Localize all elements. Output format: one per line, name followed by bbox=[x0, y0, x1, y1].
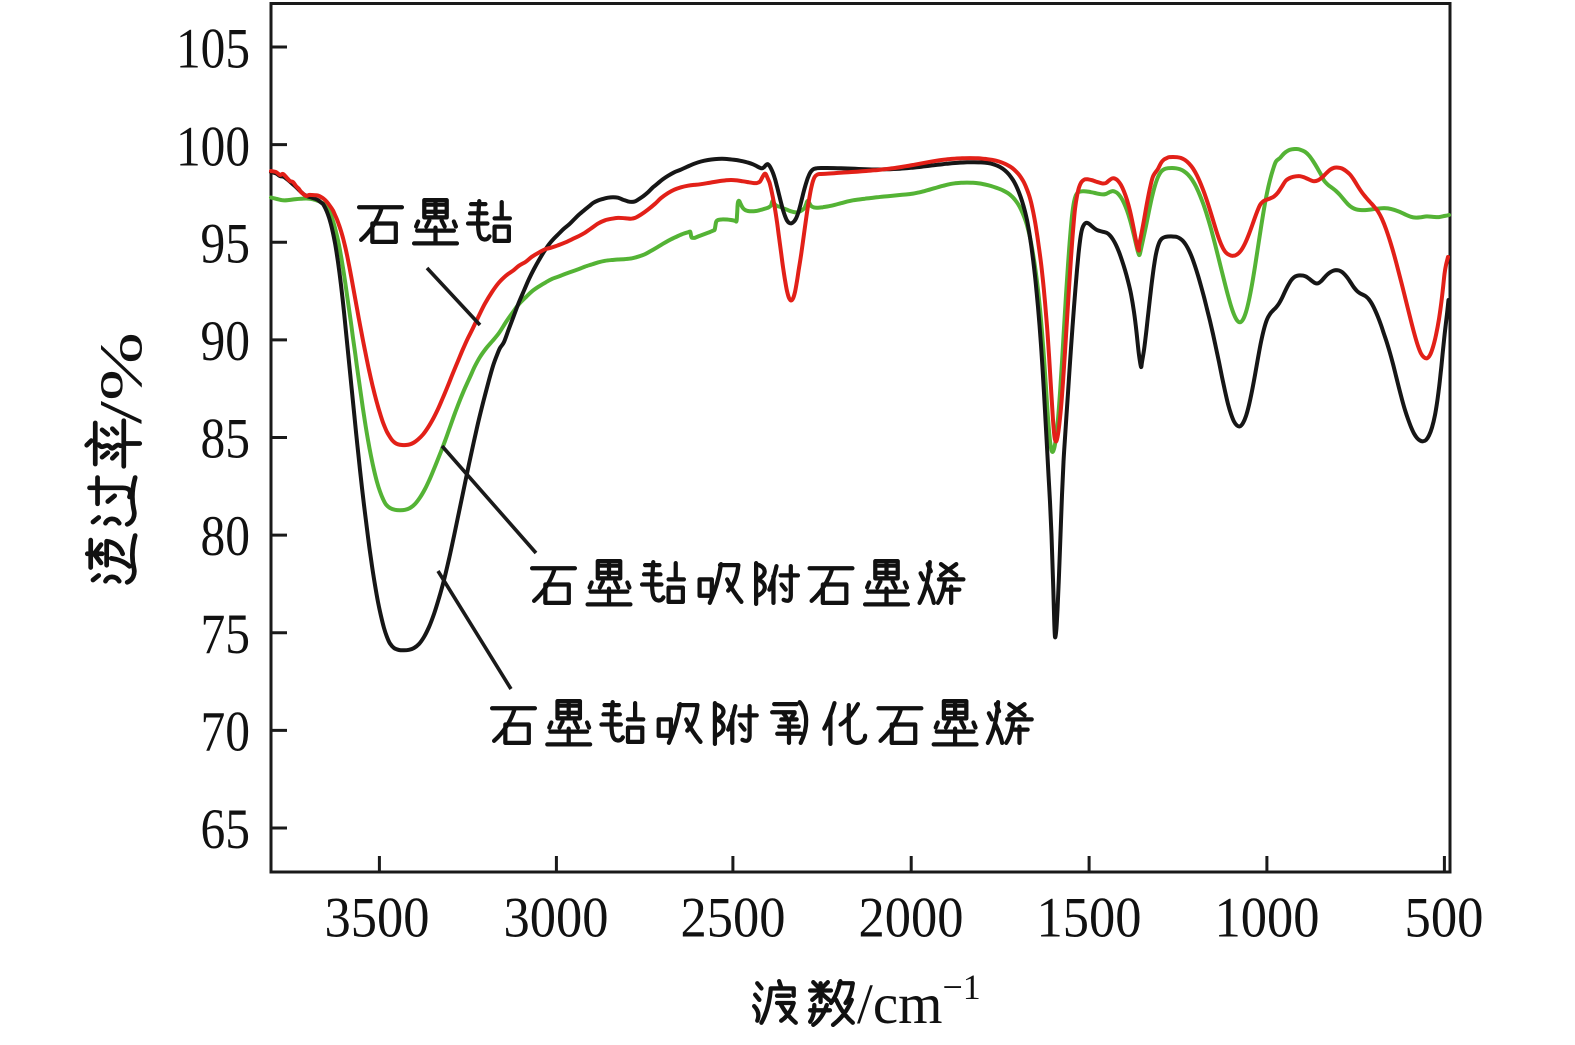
svg-text:/cm−1: /cm−1 bbox=[857, 967, 981, 1036]
svg-text:75: 75 bbox=[201, 603, 251, 666]
svg-text:80: 80 bbox=[201, 505, 251, 568]
svg-text:3000: 3000 bbox=[504, 887, 609, 950]
svg-text:500: 500 bbox=[1405, 887, 1484, 950]
svg-text:1500: 1500 bbox=[1037, 887, 1142, 950]
svg-text:70: 70 bbox=[201, 701, 251, 764]
svg-text:105: 105 bbox=[176, 17, 250, 80]
svg-text:100: 100 bbox=[176, 115, 250, 178]
svg-text:85: 85 bbox=[201, 408, 251, 471]
svg-text:2000: 2000 bbox=[859, 887, 964, 950]
svg-text:65: 65 bbox=[201, 798, 251, 861]
svg-text:/%: /% bbox=[88, 332, 154, 424]
svg-text:90: 90 bbox=[201, 310, 251, 373]
svg-text:1000: 1000 bbox=[1215, 887, 1320, 950]
svg-text:2500: 2500 bbox=[681, 887, 786, 950]
svg-text:3500: 3500 bbox=[325, 887, 430, 950]
svg-text:95: 95 bbox=[201, 213, 251, 276]
